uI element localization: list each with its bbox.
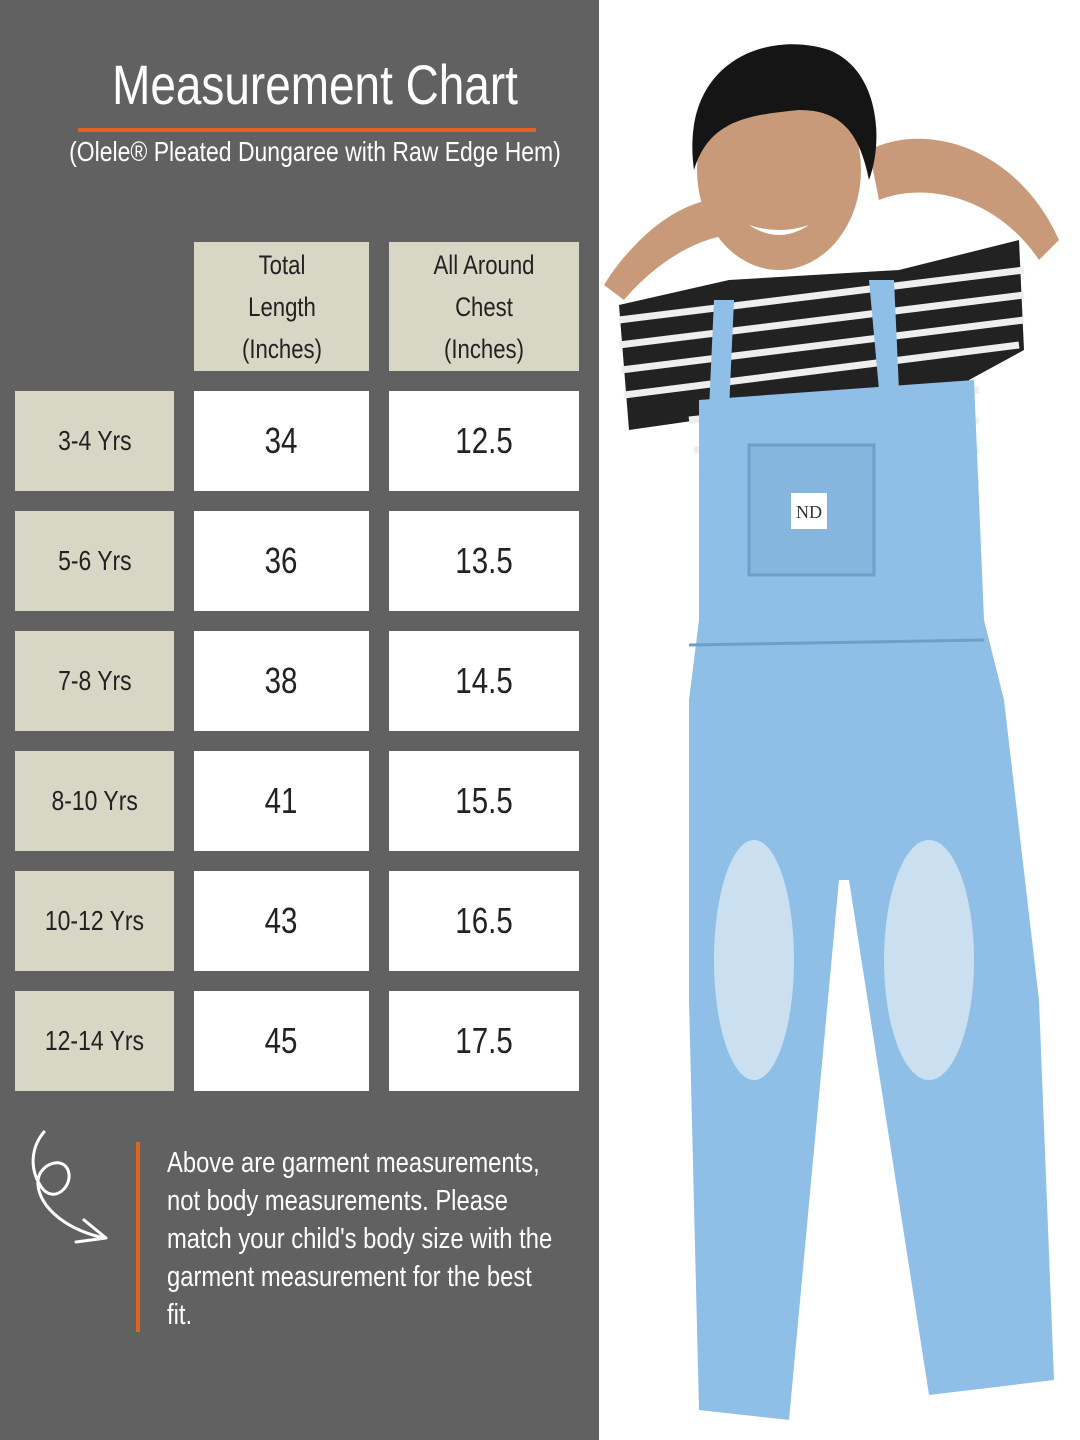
size-label-text: 7-8 Yrs	[57, 665, 132, 696]
pocket-label: ND	[796, 502, 822, 522]
total-length-value-text: 36	[265, 540, 298, 581]
page-title: Measurement Chart	[112, 53, 518, 116]
size-label: 3-4 Yrs	[15, 391, 174, 491]
chest-value: 13.5	[389, 511, 579, 611]
total-length-value: 41	[194, 751, 369, 851]
chest-value: 15.5	[389, 751, 579, 851]
size-label: 12-14 Yrs	[15, 991, 174, 1091]
total-length-value: 43	[194, 871, 369, 971]
garment-note: Above are garment measurements, not body…	[167, 1147, 553, 1331]
note-accent-bar	[136, 1142, 140, 1332]
header-total-length: Total Length (Inches)	[194, 242, 369, 371]
product-photo: ND	[599, 0, 1080, 1440]
chest-value: 17.5	[389, 991, 579, 1091]
chest-value-text: 14.5	[455, 660, 513, 701]
title-underline	[78, 128, 536, 132]
total-length-value: 36	[194, 511, 369, 611]
chest-value: 12.5	[389, 391, 579, 491]
total-length-value-text: 41	[265, 780, 298, 821]
size-label: 7-8 Yrs	[15, 631, 174, 731]
size-label-text: 8-10 Yrs	[51, 785, 138, 816]
total-length-value: 38	[194, 631, 369, 731]
chest-value-text: 12.5	[455, 420, 513, 461]
size-label-text: 5-6 Yrs	[57, 545, 132, 576]
size-label: 10-12 Yrs	[15, 871, 174, 971]
total-length-value-text: 34	[265, 420, 298, 461]
page-subtitle: (Olele® Pleated Dungaree with Raw Edge H…	[69, 136, 561, 167]
size-label-text: 12-14 Yrs	[44, 1025, 145, 1056]
size-label: 8-10 Yrs	[15, 751, 174, 851]
total-length-value-text: 43	[265, 900, 298, 941]
size-label-text: 10-12 Yrs	[44, 905, 145, 936]
header-chest: All Around Chest (Inches)	[389, 242, 579, 371]
total-length-value-text: 38	[265, 660, 298, 701]
size-label: 5-6 Yrs	[15, 511, 174, 611]
total-length-value-text: 45	[265, 1020, 298, 1061]
curly-arrow-icon	[31, 1130, 108, 1244]
chest-value-text: 13.5	[455, 540, 513, 581]
total-length-value: 34	[194, 391, 369, 491]
chest-value-text: 16.5	[455, 900, 513, 941]
chest-value: 16.5	[389, 871, 579, 971]
chest-value-text: 15.5	[455, 780, 513, 821]
size-label-text: 3-4 Yrs	[57, 425, 132, 456]
chest-value: 14.5	[389, 631, 579, 731]
total-length-value: 45	[194, 991, 369, 1091]
chest-value-text: 17.5	[455, 1020, 513, 1061]
